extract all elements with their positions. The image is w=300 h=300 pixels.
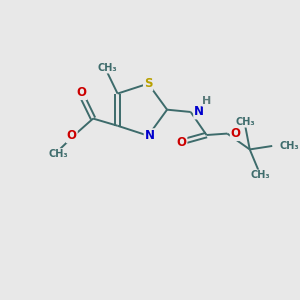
Text: O: O [67,129,77,142]
Text: CH₃: CH₃ [279,141,299,151]
Text: O: O [176,136,187,149]
Text: CH₃: CH₃ [250,170,270,180]
Text: CH₃: CH₃ [236,117,255,127]
Text: H: H [202,96,211,106]
Text: N: N [194,106,204,118]
Text: S: S [144,77,152,90]
Text: O: O [231,127,241,140]
Text: CH₃: CH₃ [98,63,117,73]
Text: N: N [145,129,154,142]
Text: O: O [76,86,87,99]
Text: CH₃: CH₃ [49,149,69,159]
